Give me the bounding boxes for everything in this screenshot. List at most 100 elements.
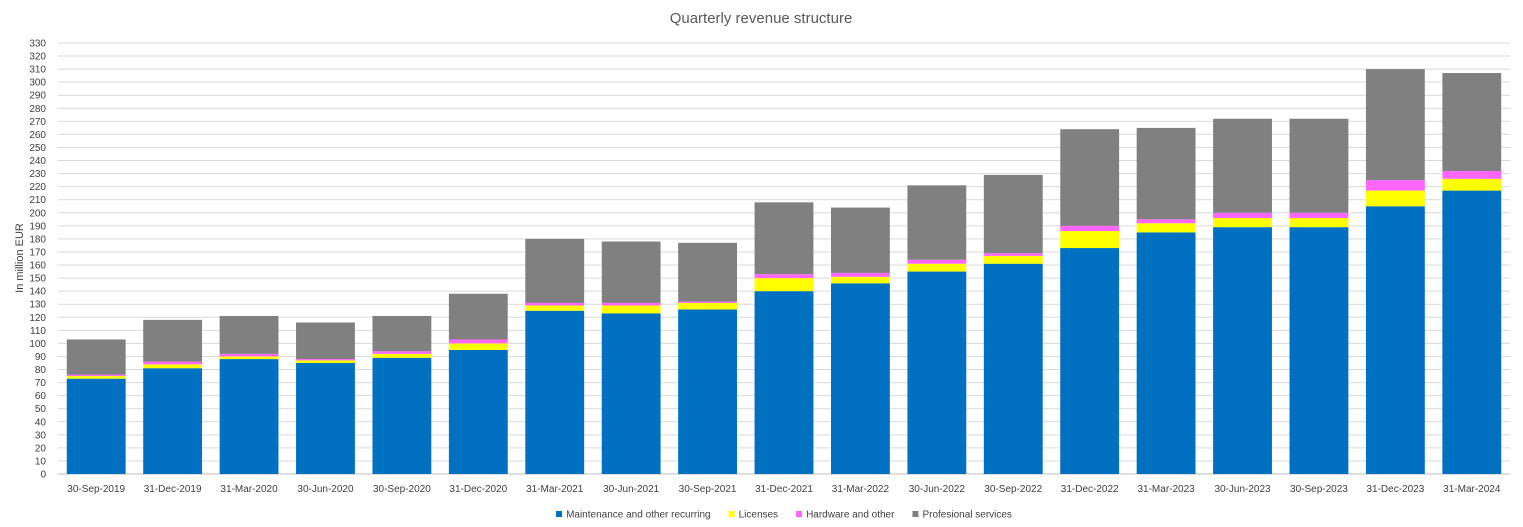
y-tick-label: 160	[29, 261, 46, 272]
bar-segment	[1365, 206, 1425, 474]
y-tick-label: 40	[35, 417, 47, 428]
x-tick-label: 30-Jun-2023	[1214, 484, 1271, 495]
bar-segment	[1289, 218, 1349, 228]
x-tick-label: 31-Dec-2022	[1061, 484, 1119, 495]
bar-segment	[1442, 190, 1502, 475]
x-tick-label: 30-Sep-2021	[679, 484, 737, 495]
bar-segment	[907, 185, 967, 260]
bar-segment	[1213, 218, 1272, 228]
bar-segment	[143, 364, 203, 369]
bar-segment	[1365, 180, 1425, 191]
bar-segment	[66, 374, 126, 377]
bar-segment	[1213, 227, 1272, 474]
bar-segment	[1365, 69, 1425, 181]
bar-segment	[754, 202, 814, 275]
bar-segment	[219, 353, 279, 357]
bar-segment	[372, 353, 432, 358]
bar-segment	[66, 376, 126, 379]
y-tick-label: 300	[29, 78, 46, 89]
y-tick-label: 320	[29, 52, 46, 63]
legend-swatch	[556, 511, 563, 517]
bar-segment	[1365, 190, 1425, 207]
bar-segment	[1289, 212, 1349, 219]
bar-segment	[372, 357, 432, 474]
y-tick-label: 270	[29, 117, 46, 128]
y-tick-label: 30	[35, 430, 47, 441]
y-axis-title: In million EUR	[14, 223, 26, 293]
y-tick-label: 150	[29, 274, 46, 285]
legend-label: Hardware and other	[806, 510, 895, 521]
bar-segment	[296, 322, 355, 360]
y-tick-label: 60	[35, 391, 47, 402]
bar-segment	[1060, 231, 1120, 249]
y-tick-label: 250	[29, 143, 46, 154]
bar-segment	[1289, 227, 1349, 474]
bar-segment	[448, 349, 508, 474]
x-tick-label: 30-Sep-2022	[984, 484, 1042, 495]
y-tick-label: 190	[29, 221, 46, 232]
y-tick-label: 10	[35, 456, 47, 467]
bar-segment	[296, 360, 355, 363]
x-axis-ticks: 30-Sep-2019 31-Dec-2019 31-Mar-2020 30-Jun-…	[67, 484, 1501, 495]
legend: Maintenance and other recurring Licenses H…	[556, 510, 1012, 521]
bar-segment	[601, 302, 661, 306]
bar-segment	[678, 301, 738, 303]
bar-segment	[219, 315, 279, 354]
bar-segment	[525, 310, 585, 474]
bar-segment	[678, 242, 738, 302]
bar-segment	[754, 291, 814, 474]
legend-swatch	[912, 511, 919, 517]
bar-segment	[143, 361, 203, 365]
bar-segment	[372, 351, 432, 354]
bar-segment	[907, 259, 967, 264]
x-tick-label: 30-Sep-2020	[373, 484, 431, 495]
bar-segment	[1213, 212, 1272, 219]
y-tick-label: 70	[35, 378, 47, 389]
y-tick-label: 90	[35, 352, 47, 363]
y-tick-label: 310	[29, 65, 46, 76]
bar-segment	[1060, 248, 1120, 474]
bar-segment	[448, 343, 508, 350]
bar-segment	[1136, 127, 1196, 220]
bar-segment	[983, 253, 1043, 256]
y-tick-label: 280	[29, 104, 46, 115]
y-tick-label: 80	[35, 365, 47, 376]
bar-segment	[525, 302, 585, 306]
bar-segment	[678, 302, 738, 310]
bar-segment	[1442, 170, 1502, 179]
y-tick-label: 230	[29, 169, 46, 180]
legend-label: Licenses	[739, 510, 778, 521]
bar-segment	[601, 305, 661, 314]
y-tick-label: 200	[29, 208, 46, 219]
x-tick-label: 31-Mar-2023	[1137, 484, 1195, 495]
x-tick-label: 30-Sep-2019	[67, 484, 125, 495]
bar-segment	[296, 362, 355, 474]
x-tick-label: 31-Dec-2020	[449, 484, 507, 495]
x-tick-label: 30-Jun-2021	[603, 484, 660, 495]
bar-segment	[1136, 219, 1196, 224]
bar-segment	[448, 339, 508, 344]
bar-segment	[601, 313, 661, 474]
x-tick-label: 31-Mar-2022	[832, 484, 890, 495]
y-tick-label: 50	[35, 404, 47, 415]
y-tick-label: 240	[29, 156, 46, 167]
bar-segment	[754, 278, 814, 292]
y-tick-label: 100	[29, 339, 46, 350]
bar-segment	[1060, 225, 1120, 232]
legend-label: Maintenance and other recurring	[566, 510, 711, 521]
y-tick-label: 180	[29, 234, 46, 245]
y-tick-label: 140	[29, 287, 46, 298]
x-tick-label: 30-Jun-2020	[297, 484, 354, 495]
legend-swatch	[728, 511, 735, 517]
bar-segment	[830, 276, 890, 284]
bar-segment	[830, 207, 890, 273]
y-tick-label: 110	[30, 326, 46, 337]
bar-segment	[1289, 118, 1349, 213]
legend-swatch	[796, 511, 803, 517]
bar-segment	[1442, 73, 1502, 171]
y-tick-label: 330	[29, 39, 46, 50]
bar-segment	[143, 319, 203, 362]
bar-segment	[983, 174, 1043, 254]
